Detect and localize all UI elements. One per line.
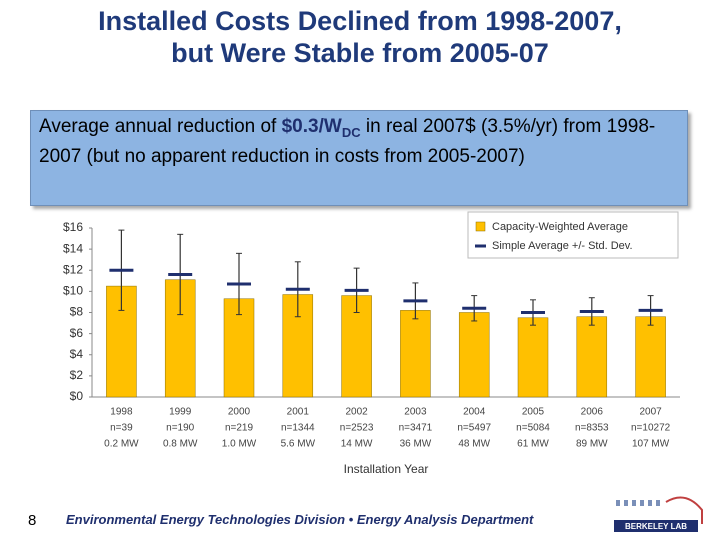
bar bbox=[400, 310, 431, 398]
footer-text: Environmental Energy Technologies Divisi… bbox=[66, 512, 534, 527]
x-tick-label: 2003 bbox=[404, 407, 427, 418]
chart: $0 $2 $4 $6 $8 $10 $12 $14 $16 1998 n=39 0.2 MW 1999… bbox=[63, 211, 680, 476]
x-tick-label: 1998 bbox=[110, 407, 133, 418]
slide-title: but Were Stable from 2005-07 bbox=[171, 38, 549, 68]
bar bbox=[223, 298, 255, 398]
capacity-label: 61 MW bbox=[517, 439, 549, 450]
capacity-label: 89 MW bbox=[576, 439, 608, 450]
y-tick-label: $10 bbox=[63, 284, 83, 298]
capacity-label: 0.2 MW bbox=[104, 439, 139, 450]
y-tick-label: $12 bbox=[63, 262, 83, 276]
y-tick-label: $16 bbox=[63, 220, 83, 234]
capacity-label: 107 MW bbox=[632, 439, 670, 450]
sample-size-label: n=219 bbox=[225, 423, 254, 434]
y-tick-label: $0 bbox=[70, 389, 84, 403]
bar bbox=[517, 317, 549, 398]
x-tick-label: 2006 bbox=[581, 407, 604, 418]
bar bbox=[635, 316, 666, 398]
callout-text: Average annual reduction of bbox=[39, 116, 282, 137]
legend-label: Simple Average +/- Std. Dev. bbox=[492, 240, 633, 252]
logo: BERKELEY LAB bbox=[614, 496, 703, 532]
capacity-label: 1.0 MW bbox=[222, 439, 257, 450]
callout-highlight: $0.3/W bbox=[281, 116, 342, 137]
bar bbox=[458, 312, 490, 398]
page-number: 8 bbox=[28, 512, 37, 529]
sample-size-label: n=5497 bbox=[457, 423, 491, 434]
capacity-label: 14 MW bbox=[341, 439, 373, 450]
y-tick-label: $6 bbox=[70, 326, 84, 340]
legend-label: Capacity-Weighted Average bbox=[492, 221, 628, 233]
x-tick-label: 2005 bbox=[522, 407, 545, 418]
x-tick-label: 2000 bbox=[228, 407, 251, 418]
bar bbox=[576, 316, 608, 398]
y-tick-label: $2 bbox=[70, 368, 84, 382]
sample-size-label: n=8353 bbox=[575, 423, 609, 434]
sample-size-label: n=3471 bbox=[399, 423, 433, 434]
y-tick-label: $4 bbox=[70, 347, 84, 361]
legend-box bbox=[467, 211, 679, 259]
logo-text: BERKELEY LAB bbox=[625, 522, 687, 531]
x-axis-title: Installation Year bbox=[344, 462, 429, 476]
callout-box: Average annual reduction of $0.3/WDC in … bbox=[30, 110, 688, 206]
sample-size-label: n=1344 bbox=[281, 423, 315, 434]
callout-subscript: DC bbox=[341, 124, 361, 140]
capacity-label: 36 MW bbox=[400, 439, 432, 450]
sample-size-label: n=2523 bbox=[340, 423, 374, 434]
legend-swatch bbox=[475, 221, 486, 232]
x-tick-label: 2001 bbox=[287, 407, 310, 418]
slide-title: Installed Costs Declined from 1998-2007, bbox=[98, 6, 622, 36]
x-tick-label: 2007 bbox=[639, 407, 662, 418]
x-tick-label: 2002 bbox=[345, 407, 368, 418]
sample-size-label: n=5084 bbox=[516, 423, 550, 434]
y-tick-label: $8 bbox=[70, 305, 84, 319]
capacity-label: 0.8 MW bbox=[163, 439, 198, 450]
sample-size-label: n=39 bbox=[110, 423, 133, 434]
capacity-label: 48 MW bbox=[458, 439, 490, 450]
sample-size-label: n=10272 bbox=[631, 423, 671, 434]
capacity-label: 5.6 MW bbox=[281, 439, 316, 450]
x-tick-label: 1999 bbox=[169, 407, 192, 418]
callout-text: in real 2007$ (3.5%/yr) from 1998-2007 (… bbox=[39, 116, 656, 167]
y-tick-label: $14 bbox=[63, 241, 83, 255]
sample-size-label: n=190 bbox=[166, 423, 195, 434]
x-tick-label: 2004 bbox=[463, 407, 486, 418]
